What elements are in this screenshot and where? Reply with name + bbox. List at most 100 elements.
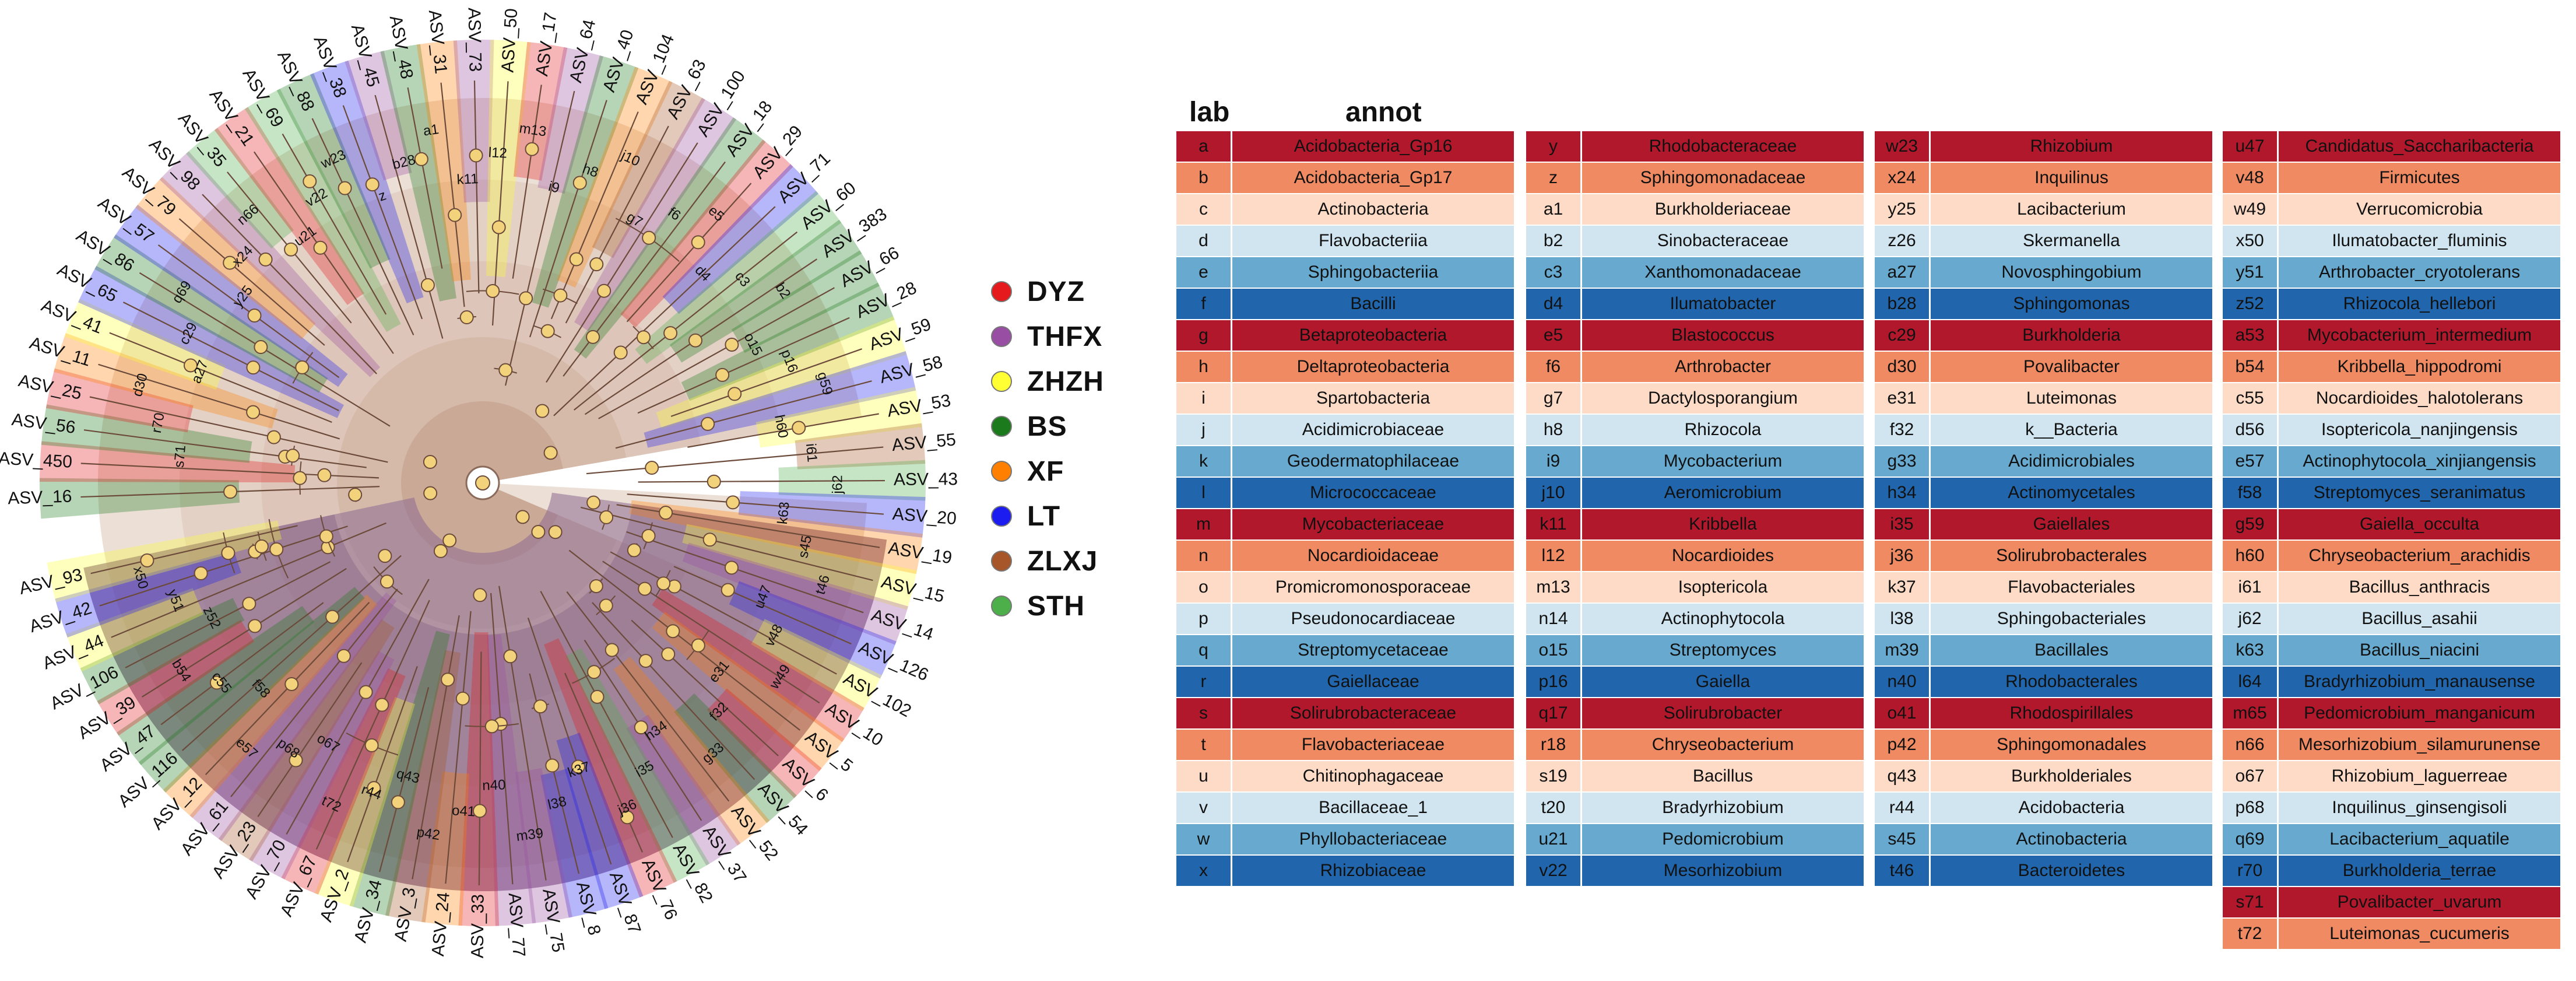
tree-branch — [553, 206, 776, 416]
tree-branch — [673, 566, 852, 644]
table-row: c55 Nocardioides_halotolerans — [2223, 383, 2560, 414]
lab-cell: z — [1526, 163, 1582, 193]
lab-cell: f32 — [1875, 415, 1931, 445]
lab-cell: b28 — [1875, 289, 1931, 319]
table-row: e5 Blastococcus — [1526, 320, 1864, 351]
tree-node — [448, 208, 462, 222]
tree-node — [645, 461, 659, 475]
lab-cell: y51 — [2223, 257, 2279, 288]
tree-node — [637, 330, 651, 345]
annot-cell: Skermanella — [1931, 226, 2212, 256]
clade-highlight — [345, 51, 412, 181]
annot-cell: Actinophytocola_xinjiangensis — [2279, 446, 2560, 477]
tree-branch — [342, 105, 423, 320]
lab-cell: b — [1176, 163, 1232, 193]
tree-branch — [202, 194, 377, 374]
tree-node — [247, 308, 262, 323]
legend-item-zhzh: ZHZH — [991, 364, 1104, 399]
legend-dot-icon — [991, 461, 1012, 482]
tree-node — [423, 486, 438, 500]
tree-node — [663, 326, 678, 341]
table-row: v Bacillaceae_1 — [1176, 793, 1514, 823]
table-row: m13 Isoptericola — [1526, 572, 1864, 602]
table-row: t20 Bradyrhizobium — [1526, 793, 1864, 823]
table-row: s45 Actinobacteria — [1875, 824, 2212, 854]
tree-branch — [125, 561, 331, 668]
clade-highlight — [515, 768, 572, 924]
tree-node — [726, 495, 740, 510]
tip-label: ASV_33 — [468, 894, 488, 958]
tree-branch — [111, 522, 386, 638]
lab-cell: h60 — [2223, 541, 2279, 571]
table-row: f32 k__Bacteria — [1875, 415, 2212, 445]
tip-label: ASV_450 — [0, 449, 73, 472]
annot-cell: Phyllobacteriaceae — [1232, 824, 1514, 854]
tree-branch — [178, 218, 325, 346]
table-row: h60 Chryseobacterium_arachidis — [2223, 541, 2560, 571]
lab-cell: c55 — [2223, 383, 2279, 414]
table-row: x24 Inquilinus — [1875, 163, 2212, 193]
annot-cell: Kribbella — [1582, 509, 1864, 539]
legend-dot-icon — [991, 595, 1012, 616]
tree-node — [498, 363, 513, 377]
tree-node — [442, 533, 457, 548]
lab-cell: y — [1526, 131, 1582, 162]
lab-cell: q — [1176, 635, 1232, 665]
tree-node — [599, 510, 614, 524]
annot-cell: Firmicutes — [2279, 163, 2560, 193]
lab-cell: d4 — [1526, 289, 1582, 319]
annot-cell: Streptomyces — [1582, 635, 1864, 665]
tree-node — [414, 152, 428, 166]
annot-cell: Sphingomonadales — [1931, 730, 2212, 760]
tree-node — [423, 455, 437, 470]
clade-highlight — [315, 696, 416, 907]
clade-highlight — [729, 581, 897, 679]
table-row: b2 Sinobacteraceae — [1526, 226, 1864, 256]
lab-cell: o15 — [1526, 635, 1582, 665]
clade-label: s71 — [171, 444, 189, 468]
tree-branch — [98, 363, 340, 440]
clade-highlight — [656, 316, 907, 429]
clade-highlight — [97, 619, 255, 736]
table-row: o41 Rhodospirillales — [1875, 698, 2212, 728]
annot-cell: Chryseobacterium_arachidis — [2279, 541, 2560, 571]
annot-cell: Acidobacteria_Gp17 — [1232, 163, 1514, 193]
annot-cell: Acidobacteria — [1931, 793, 2212, 823]
annot-cell: Acidimicrobiaceae — [1232, 415, 1514, 445]
tree-node — [459, 310, 474, 325]
lab-cell: t46 — [1875, 856, 1931, 886]
table-row: l38 Sphingobacteriales — [1875, 604, 2212, 634]
table-row: n40 Rhodobacterales — [1875, 667, 2212, 697]
lab-cell: p42 — [1875, 730, 1931, 760]
legend-dot-icon — [991, 551, 1012, 572]
tree-branch — [546, 142, 698, 383]
clade-highlight — [214, 107, 364, 305]
tree-branch — [631, 619, 779, 756]
tree-node — [375, 698, 389, 712]
annot-cell: Luteimonas_cucumeris — [2279, 919, 2560, 949]
tree-branch — [687, 413, 879, 448]
annot-cell: Nocardioidaceae — [1232, 541, 1514, 571]
tree-branch — [490, 593, 514, 885]
clade-highlight — [681, 282, 895, 401]
tree-node — [666, 624, 680, 639]
tree-node — [303, 174, 317, 188]
clade-highlight — [738, 491, 926, 538]
table-row: k11 Kribbella — [1526, 509, 1864, 539]
tree-node — [638, 581, 652, 596]
lab-cell: r44 — [1875, 793, 1931, 823]
tree-node — [338, 181, 352, 195]
lab-cell: a1 — [1526, 194, 1582, 225]
table-row: f58 Streptomyces_seranimatus — [2223, 478, 2560, 508]
tree-branch — [412, 615, 460, 880]
annot-cell: Acidimicrobiales — [1931, 446, 2212, 477]
tree-node — [543, 446, 558, 460]
annot-cell: Betaproteobacteria — [1232, 320, 1514, 351]
tree-branch — [566, 591, 730, 802]
table-row: e Sphingobacteriia — [1176, 257, 1514, 288]
annot-cell: Bacillus_anthracis — [2279, 572, 2560, 602]
tree-branch — [257, 662, 363, 817]
tree-branch — [315, 600, 430, 850]
tree-node — [209, 675, 224, 690]
annot-cell: Pedomicrobium_manganicum — [2279, 698, 2560, 728]
